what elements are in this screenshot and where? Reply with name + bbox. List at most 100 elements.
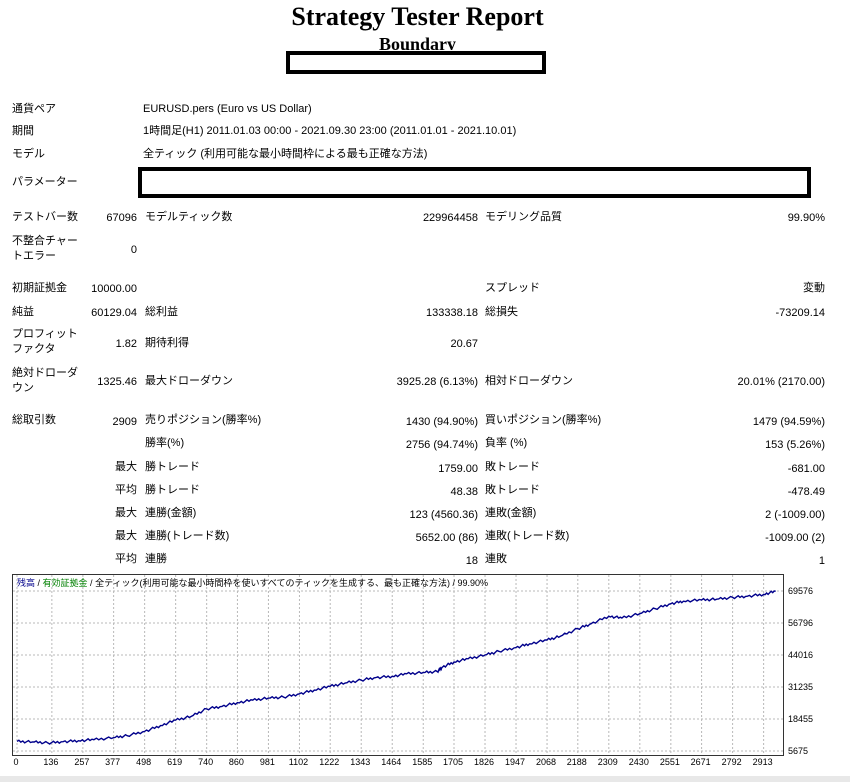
win-rate-value: 2756 (94.74%) — [405, 439, 478, 451]
largest-loss-label: 敗トレード — [485, 461, 540, 473]
y-tick-label: 44016 — [788, 649, 814, 660]
deposit-label: 初期証拠金 — [12, 282, 67, 294]
legend-separator-3: / — [450, 578, 458, 588]
mismatch-value: 0 — [130, 244, 137, 256]
ticks-value: 229964458 — [422, 212, 478, 224]
gross-profit-value: 133338.18 — [426, 307, 478, 319]
relative-drawdown-label: 相対ドローダウン — [485, 375, 573, 387]
x-tick-label: 1826 — [474, 757, 495, 767]
relative-drawdown-value: 20.01% (2170.00) — [737, 376, 825, 388]
x-tick-label: 1947 — [505, 757, 526, 767]
period-label: 期間 — [12, 125, 34, 137]
x-tick-label: 2913 — [752, 757, 773, 767]
largest-win-value: 1759.00 — [438, 463, 478, 475]
model-value: 全ティック (利用可能な最小時間枠による最も正確な方法) — [143, 148, 428, 160]
legend-model: 全ティック(利用可能な最小時間枠を使いすべてのティックを生成する、最も正確な方法… — [95, 578, 450, 588]
long-positions-label: 買いポジション(勝率%) — [485, 414, 602, 426]
average-consecutive-wins-label: 連勝 — [145, 553, 167, 565]
profit-factor-label-line1: プロフィット — [12, 328, 78, 340]
x-tick-label: 1222 — [319, 757, 340, 767]
loss-rate-label: 負率 (%) — [485, 437, 528, 449]
x-tick-label: 860 — [228, 757, 244, 767]
balance-line — [16, 590, 776, 745]
net-profit-value: 60129.04 — [91, 307, 137, 319]
quality-value: 99.90% — [787, 212, 825, 224]
x-tick-label: 1464 — [381, 757, 402, 767]
x-tick-label: 740 — [198, 757, 214, 767]
loss-rate-value: 153 (5.26%) — [765, 439, 825, 451]
chart-legend: 残高 / 有効証拠金 / 全ティック(利用可能な最小時間枠を使いすべてのティック… — [17, 578, 488, 589]
deposit-value: 10000.00 — [91, 283, 137, 295]
legend-separator-1: / — [35, 578, 43, 588]
mismatch-label-line1: 不整合チャー — [12, 235, 78, 247]
consecutive-losses-money-value: 2 (-1009.00) — [765, 509, 825, 521]
max-drawdown-label: 最大ドローダウン — [145, 375, 233, 387]
x-tick-label: 2188 — [566, 757, 587, 767]
x-tick-label: 2309 — [597, 757, 618, 767]
bars-label: テストバー数 — [12, 211, 78, 223]
average-consecutive-losses-value: 1 — [818, 555, 825, 567]
x-tick-label: 498 — [136, 757, 152, 767]
average-win-value: 48.38 — [450, 486, 478, 498]
total-trades-value: 2909 — [112, 416, 137, 428]
gross-loss-value: -73209.14 — [775, 307, 825, 319]
short-positions-value: 1430 (94.90%) — [405, 416, 478, 428]
max-consecutive-word: 最大 — [115, 507, 137, 519]
average-loss-label: 敗トレード — [485, 484, 540, 496]
x-tick-label: 1705 — [442, 757, 464, 767]
y-tick-label: 56796 — [788, 617, 814, 628]
win-rate-label: 勝率(%) — [145, 437, 185, 449]
largest-word: 最大 — [115, 461, 137, 473]
consecutive-loss-value: -1009.00 (2) — [765, 532, 825, 544]
x-tick-label: 619 — [167, 757, 183, 767]
expected-payoff-value: 20.67 — [450, 338, 478, 350]
mismatch-label-line2: トエラー — [12, 250, 56, 262]
consecutive-profit-value: 5652.00 (86) — [415, 532, 478, 544]
average-loss-value: -478.49 — [787, 486, 825, 498]
profit-factor-value: 1.82 — [115, 338, 137, 350]
legend-balance: 残高 — [17, 578, 36, 588]
report-subtitle: Boundary — [378, 34, 457, 50]
bars-value: 67096 — [106, 212, 137, 224]
legend-separator-2: / — [87, 578, 96, 588]
short-positions-label: 売りポジション(勝率%) — [145, 414, 262, 426]
report-title: Strategy Tester Report — [291, 2, 544, 31]
y-tick-label: 5675 — [788, 746, 809, 756]
x-tick-label: 0 — [13, 757, 19, 767]
symbol-value: EURUSD.pers (Euro vs US Dollar) — [143, 103, 312, 115]
average-consecutive-losses-label: 連敗 — [485, 553, 507, 565]
absolute-drawdown-label-line1: 絶対ドローダ — [12, 367, 78, 379]
gross-loss-label: 総損失 — [485, 306, 518, 318]
x-tick-label: 1585 — [412, 757, 433, 767]
y-tick-label: 31235 — [788, 682, 814, 692]
consecutive-profit-label: 連勝(トレード数) — [145, 530, 230, 542]
long-positions-value: 1479 (94.59%) — [752, 416, 825, 428]
net-profit-label: 純益 — [12, 306, 34, 318]
consecutive-wins-money-label: 連勝(金額) — [145, 507, 197, 519]
legend-quality: 99.90% — [457, 578, 489, 588]
x-tick-label: 2671 — [690, 757, 711, 767]
absolute-drawdown-label-line2: ウン — [12, 382, 34, 394]
x-tick-label: 2551 — [659, 757, 680, 767]
spread-value: 変動 — [803, 282, 825, 294]
bottom-bar — [0, 776, 850, 782]
y-tick-label: 69576 — [788, 586, 814, 596]
x-tick-label: 1343 — [350, 757, 371, 767]
x-tick-label: 1102 — [288, 757, 309, 767]
absolute-drawdown-value: 1325.46 — [97, 376, 137, 388]
redacted-box-header — [286, 51, 546, 74]
x-tick-label: 257 — [74, 757, 90, 767]
x-tick-label: 2430 — [628, 757, 649, 767]
x-tick-label: 2792 — [721, 757, 742, 767]
largest-loss-value: -681.00 — [787, 463, 825, 475]
x-tick-label: 377 — [105, 757, 121, 767]
chart-svg — [13, 575, 783, 755]
x-tick-label: 981 — [259, 757, 275, 767]
average-consecutive-word: 平均 — [115, 553, 137, 565]
max-consecutive-trades-word: 最大 — [115, 530, 137, 542]
spread-label: スプレッド — [485, 282, 540, 294]
parameters-label: パラメーター — [12, 176, 78, 188]
largest-win-label: 勝トレード — [145, 461, 200, 473]
total-trades-label: 総取引数 — [12, 414, 56, 426]
gross-profit-label: 総利益 — [145, 306, 178, 318]
